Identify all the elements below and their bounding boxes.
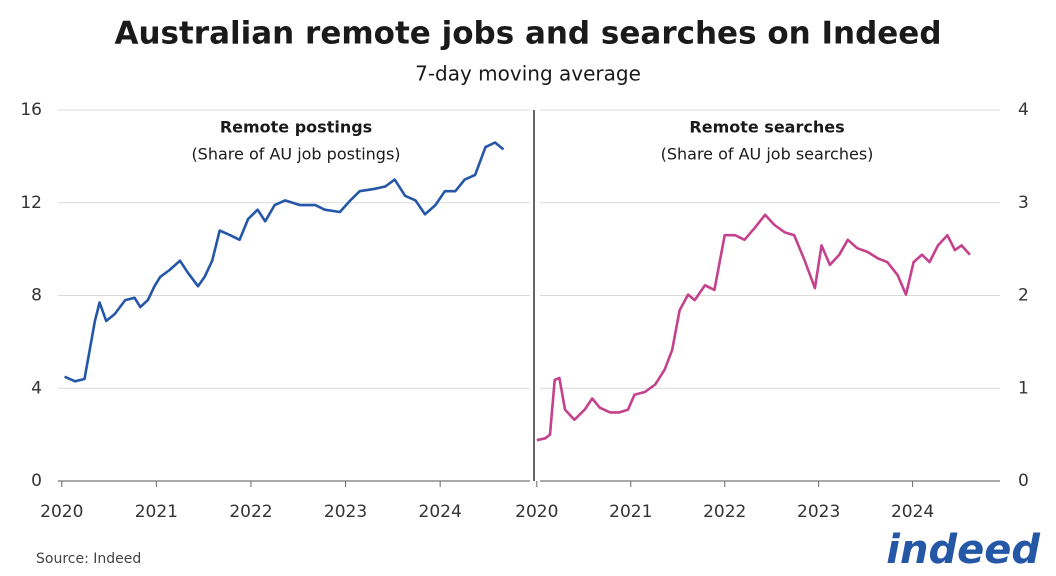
chart-title: Australian remote jobs and searches on I… <box>114 16 941 52</box>
panel-title: Remote searches <box>689 118 844 137</box>
x-tick-label: 2024 <box>891 502 934 522</box>
data-line <box>536 213 971 442</box>
x-tick-label: 2023 <box>797 502 840 522</box>
source: Source: Indeed <box>36 551 141 567</box>
x-tick-label: 2020 <box>40 502 83 522</box>
y-tick-label: 4 <box>1018 100 1029 120</box>
y-tick-label: 1 <box>1018 378 1029 398</box>
logo: indeed <box>886 527 1040 573</box>
x-tick-label: 2021 <box>135 502 178 522</box>
chart-subtitle: 7-day moving average <box>415 62 641 86</box>
y-tick-label: 4 <box>31 378 42 398</box>
panel-title: Remote postings <box>220 118 372 137</box>
y-tick-label: 0 <box>1018 471 1029 491</box>
x-tick-label: 2022 <box>703 502 746 522</box>
panel-subtitle: (Share of AU job searches) <box>661 145 874 164</box>
y-tick-label: 0 <box>31 471 42 491</box>
y-tick-label: 16 <box>20 100 42 120</box>
y-tick-label: 3 <box>1018 193 1029 213</box>
x-tick-label: 2022 <box>229 502 272 522</box>
y-tick-label: 8 <box>31 286 42 306</box>
data-line <box>64 141 505 383</box>
panel-subtitle: (Share of AU job postings) <box>191 145 400 164</box>
x-tick-label: 2020 <box>515 502 558 522</box>
x-tick-label: 2021 <box>609 502 652 522</box>
y-tick-label: 2 <box>1018 286 1029 306</box>
y-tick-label: 12 <box>20 193 42 213</box>
x-tick-label: 2023 <box>324 502 367 522</box>
x-tick-label: 2024 <box>419 502 462 522</box>
